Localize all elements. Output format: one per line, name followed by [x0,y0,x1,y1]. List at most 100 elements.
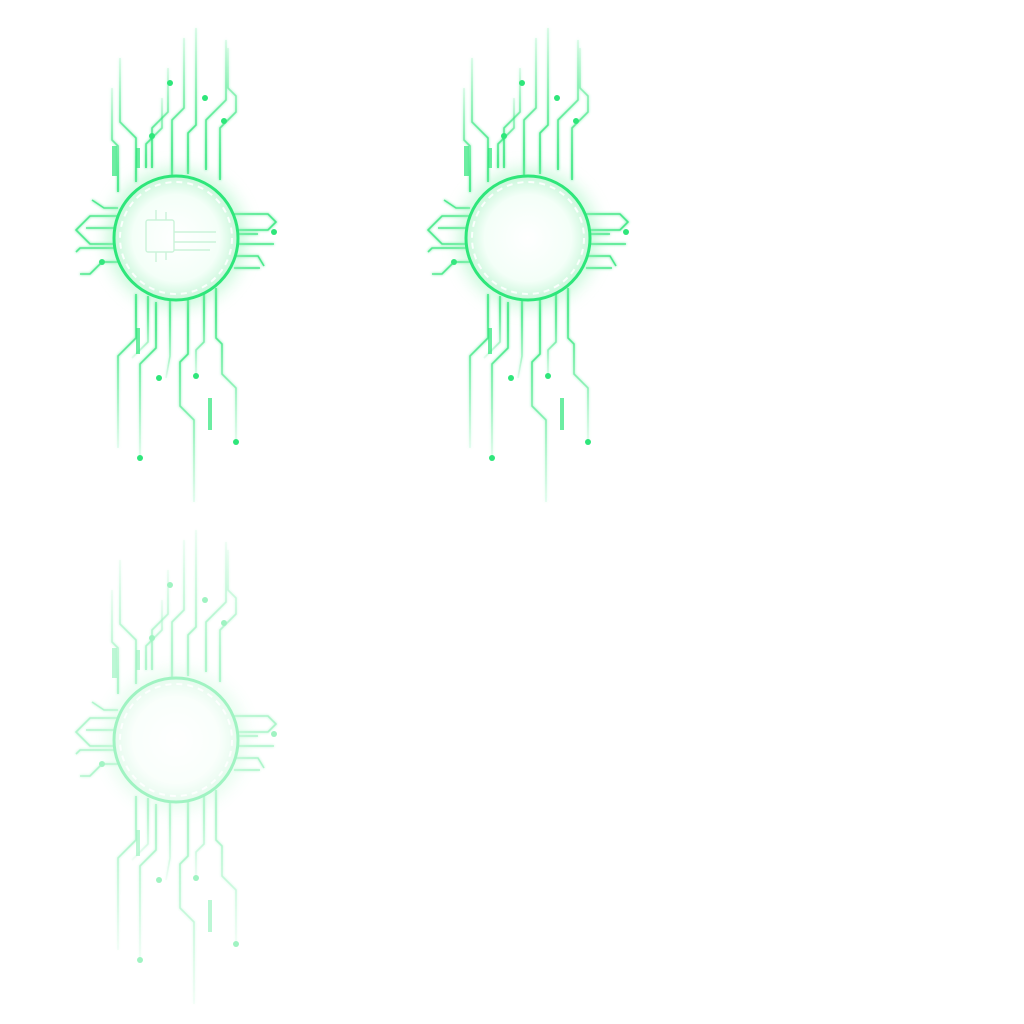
trace-node-dot [554,95,560,101]
trace-line [74,215,118,245]
trace-line [117,796,137,950]
trace-line [111,590,119,694]
trace-node-dot [271,229,277,235]
trace-line [215,288,237,442]
trace-node-dot [233,439,239,445]
trace-line [91,701,118,711]
trace-line [523,38,537,176]
node-dash-ring [119,683,233,797]
trace-bar [208,900,212,932]
trace-node-dot [271,731,277,737]
trace-line [497,98,515,168]
trace-node-dot [573,118,579,124]
trace-node-dot [99,259,105,265]
trace-node-dot [167,80,173,86]
trace-line [426,215,470,245]
trace-node-dot [193,373,199,379]
trace-line [586,213,630,231]
trace-node-dot [623,229,629,235]
trace-node-dot [167,582,173,588]
trace-line [151,570,169,670]
trace-line [219,550,237,682]
trace-line [571,48,589,180]
trace-line [195,796,205,880]
trace-bar [136,148,140,168]
trace-bar [112,146,117,176]
trace-line [469,294,489,448]
trace-bar [112,648,117,678]
trace-line [547,294,557,378]
trace-line [557,40,579,170]
trace-line [145,600,163,670]
trace-bar [208,398,212,430]
trace-line [234,715,278,733]
trace-line [215,790,237,944]
trace-line [531,298,547,502]
trace-node-dot [202,95,208,101]
trace-bar [488,148,492,168]
trace-line [80,763,118,777]
trace-line [491,302,509,458]
trace-line [234,255,265,267]
trace-line [179,800,195,1004]
trace-line [171,38,185,176]
node-ring [112,676,240,804]
trace-node-dot [221,118,227,124]
circuit-node-frame-2 [426,28,630,502]
trace-line [149,637,153,643]
trace-node-dot [137,455,143,461]
trace-line [80,261,118,275]
trace-line [539,28,549,174]
trace-bar [464,146,469,176]
trace-line [74,717,118,747]
trace-bar [560,398,564,430]
circuit-node-frame-1 [74,28,278,502]
trace-line [187,530,197,676]
trace-line [139,804,157,960]
trace-node-dot [137,957,143,963]
trace-node-dot [489,455,495,461]
trace-line [427,247,468,253]
trace-line [219,48,237,180]
trace-line [75,749,116,755]
trace-line [117,294,137,448]
trace-line [205,40,227,170]
trace-node-dot [149,133,155,139]
trace-line [586,255,617,267]
trace-node-dot [221,620,227,626]
trace-node-dot [149,635,155,641]
trace-node-dot [233,941,239,947]
trace-line [151,68,169,168]
node-dash-ring [119,181,233,295]
trace-line [443,199,470,209]
trace-line [165,800,171,881]
node-ring [112,174,240,302]
trace-line [131,798,149,861]
trace-bar [136,650,140,670]
trace-bar [136,830,140,856]
trace-line [517,298,523,379]
trace-line [187,28,197,174]
trace-node-dot [501,133,507,139]
circuit-node-frame-3 [74,530,278,1004]
trace-line [432,261,470,275]
trace-node-dot [202,597,208,603]
node-dash-ring [471,181,585,295]
trace-line [463,88,471,192]
trace-line [503,68,521,168]
trace-node-dot [545,373,551,379]
trace-line [234,213,278,231]
trace-line [195,294,205,378]
circuit-chip-icon [145,210,216,262]
trace-line [234,757,265,769]
trace-line [91,199,118,209]
trace-line [139,302,157,458]
trace-line [205,542,227,672]
trace-node-dot [156,375,162,381]
trace-node-dot [99,761,105,767]
trace-node-dot [508,375,514,381]
trace-node-dot [193,875,199,881]
trace-bar [488,328,492,354]
trace-node-dot [451,259,457,265]
